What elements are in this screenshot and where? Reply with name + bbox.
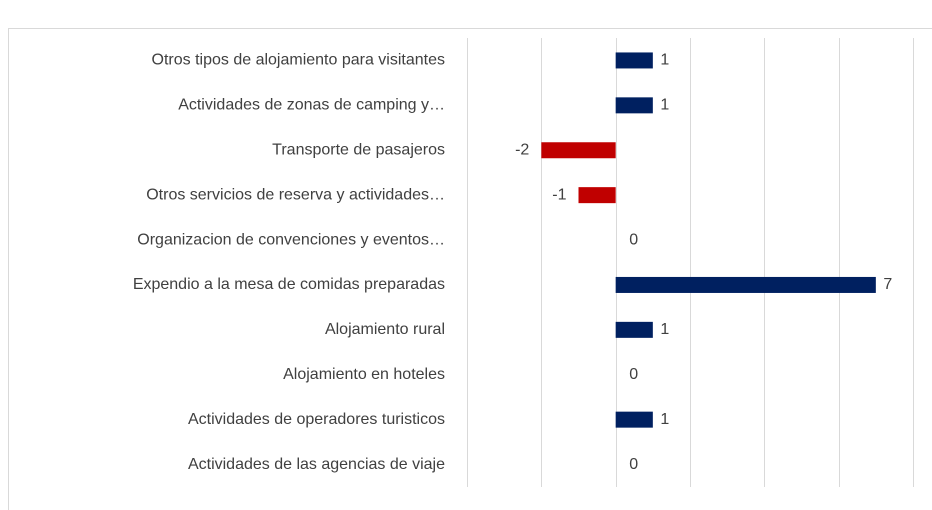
data-label: -1: [552, 186, 566, 203]
data-label: 1: [660, 321, 669, 338]
data-label: 1: [660, 411, 669, 428]
y-tick-label: Otros tipos de alojamiento para visitant…: [152, 52, 445, 69]
bar: [578, 187, 616, 204]
y-tick-label: Actividades de las agencias de viaje: [188, 456, 445, 473]
data-label: 0: [629, 231, 638, 248]
data-label: 7: [883, 276, 892, 293]
data-label: -2: [515, 141, 529, 158]
bar: [541, 142, 616, 159]
data-label: 0: [629, 366, 638, 383]
bar: [615, 97, 653, 114]
y-tick-label: Otros servicios de reserva y actividades…: [146, 186, 445, 203]
bar: [615, 276, 876, 293]
y-tick-label: Alojamiento rural: [325, 321, 445, 338]
data-label: 0: [629, 456, 638, 473]
y-tick-label: Organizacion de convenciones y eventos…: [137, 231, 445, 248]
data-label: 1: [660, 97, 669, 114]
y-tick-label: Actividades de operadores turisticos: [188, 411, 445, 428]
data-label: 1: [660, 52, 669, 69]
y-tick-label: Transporte de pasajeros: [272, 141, 445, 158]
chart-frame: [8, 28, 932, 510]
y-tick-label: Expendio a la mesa de comidas preparadas: [133, 276, 445, 293]
bar: [615, 411, 653, 428]
bar: [615, 52, 653, 69]
bar: [615, 321, 653, 338]
y-tick-label: Actividades de zonas de camping y…: [178, 97, 445, 114]
y-tick-label: Alojamiento en hoteles: [283, 366, 445, 383]
